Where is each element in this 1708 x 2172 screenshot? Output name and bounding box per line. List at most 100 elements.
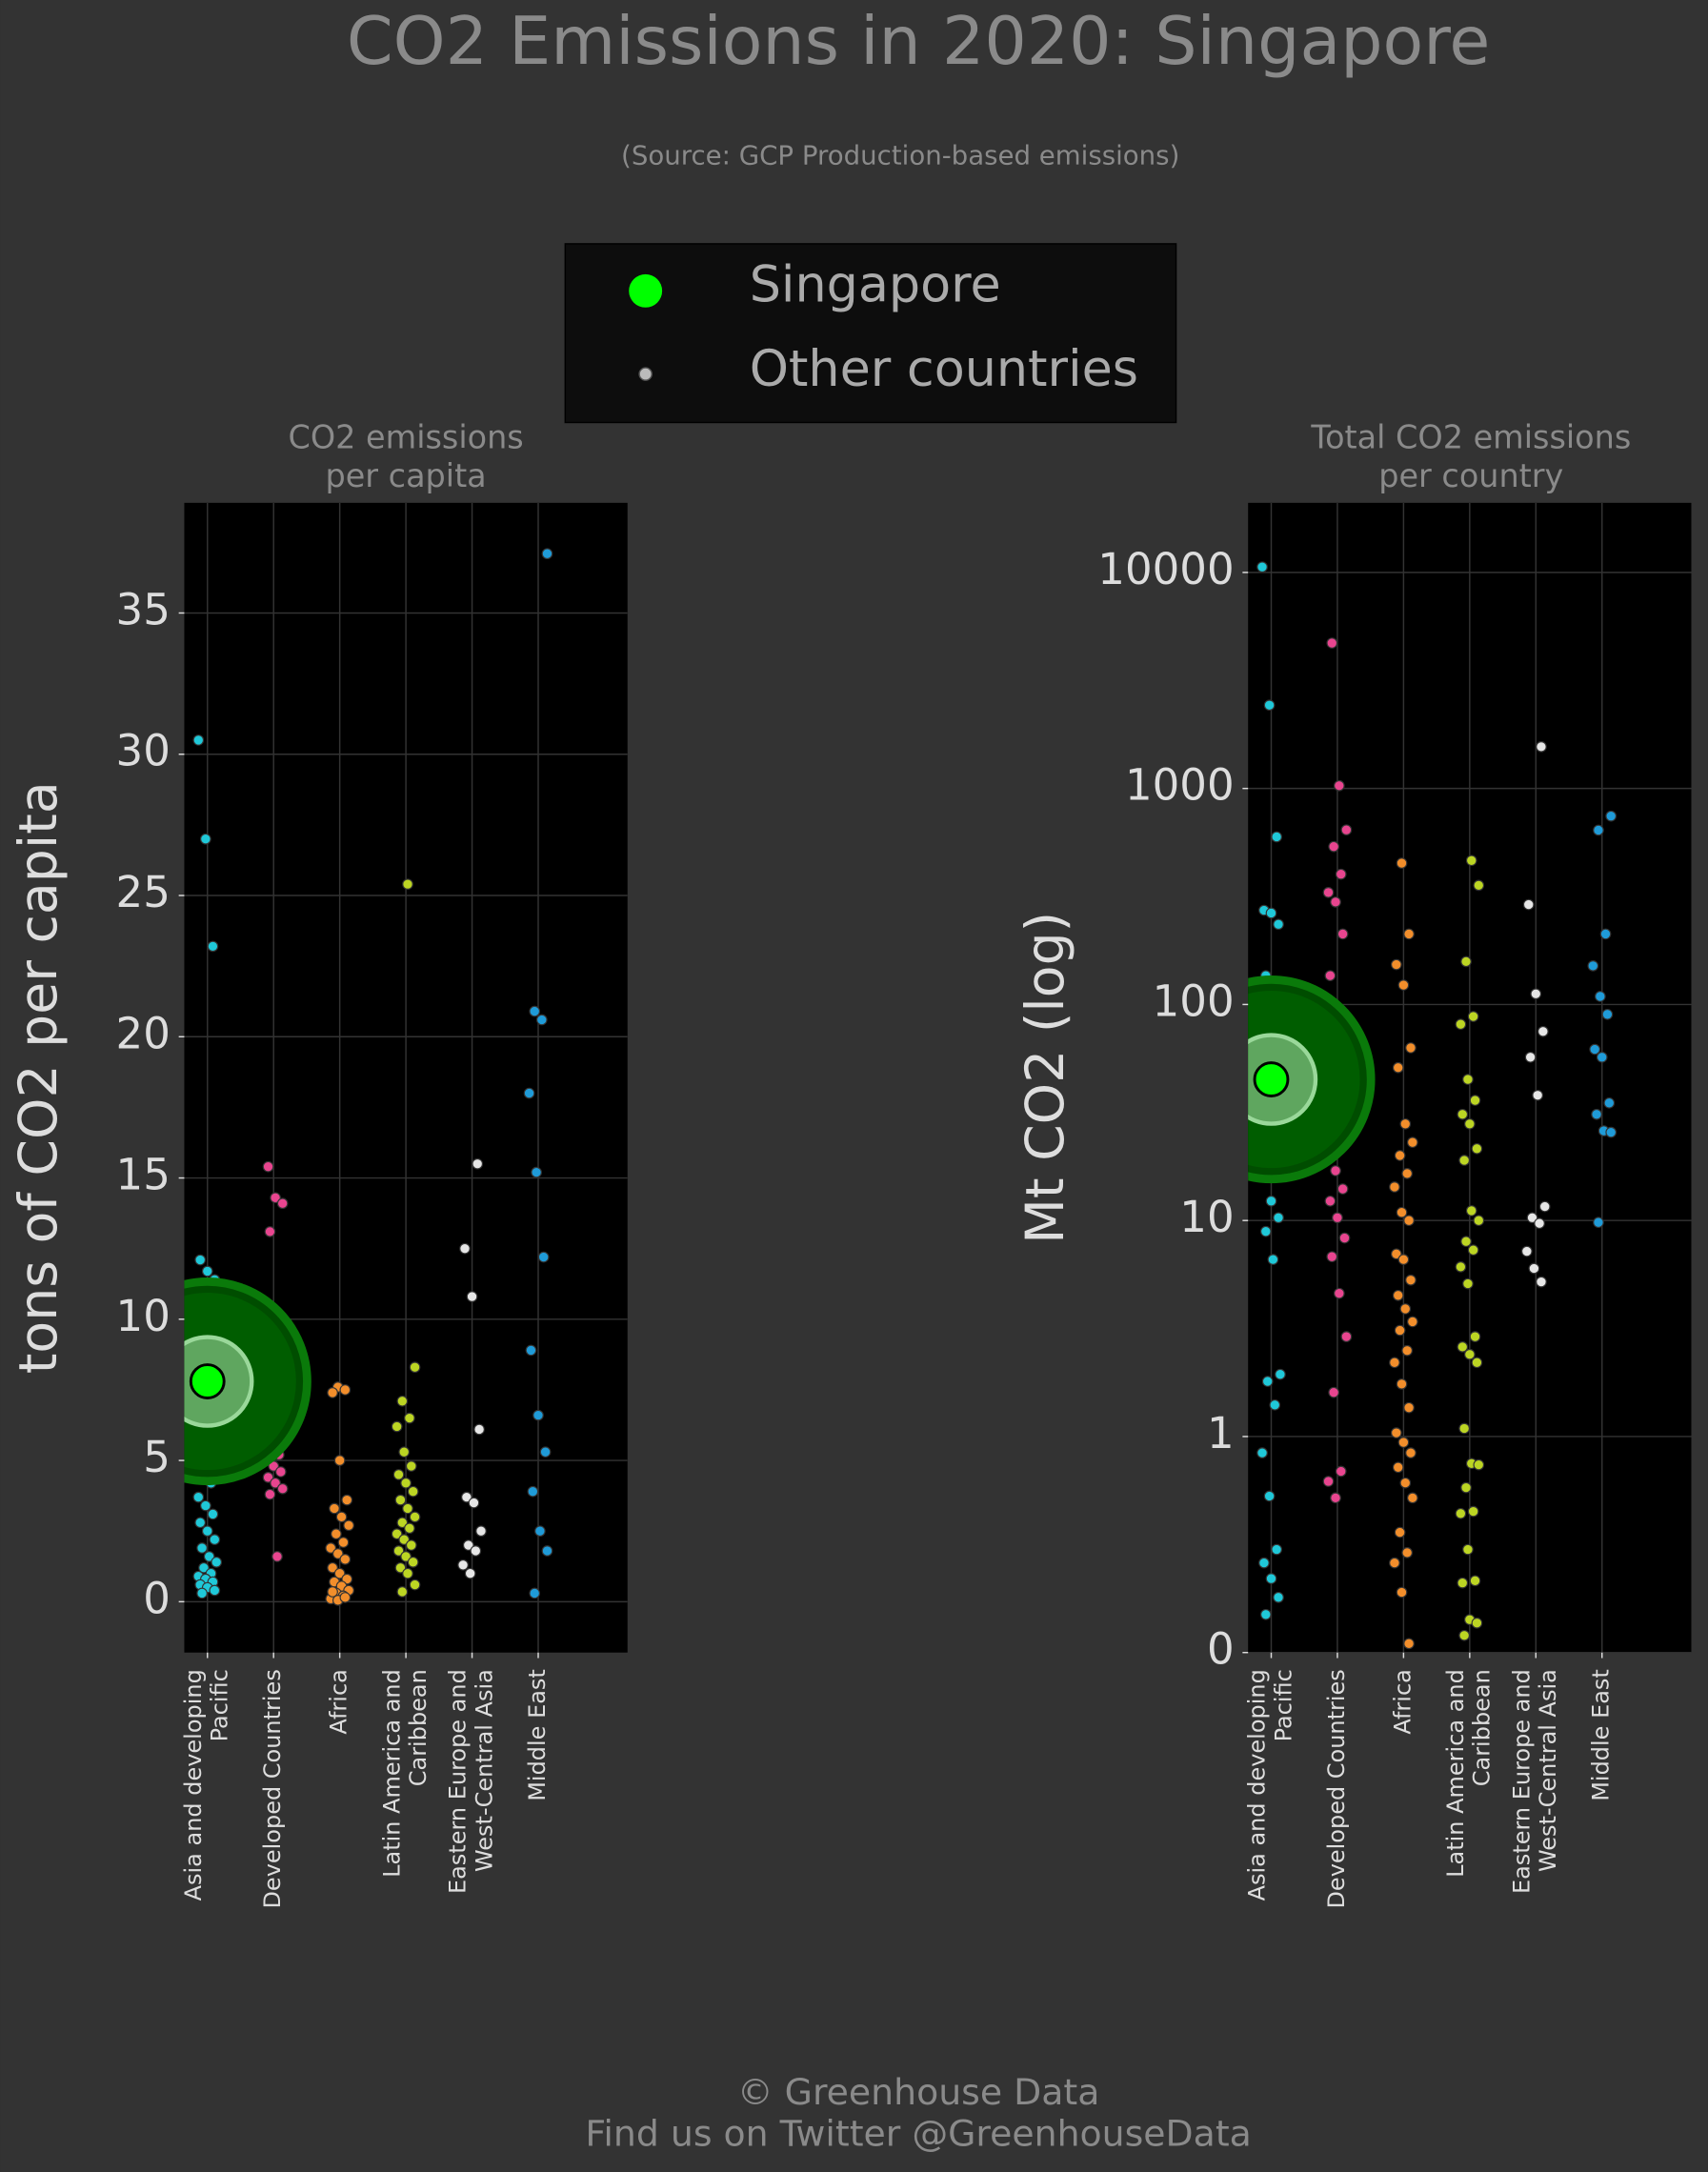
country-point [264, 1488, 276, 1500]
country-point [262, 1160, 274, 1173]
country-point [1389, 1357, 1400, 1369]
country-point [394, 1561, 407, 1574]
country-point [1538, 1200, 1551, 1213]
country-point [209, 1534, 221, 1545]
country-point [1396, 1586, 1408, 1599]
plot [184, 502, 628, 1653]
x-tick-label: Pacific [1270, 1669, 1296, 1741]
country-point [332, 1548, 344, 1559]
country-point [1256, 561, 1268, 573]
country-point [1399, 1303, 1412, 1315]
x-tick-label: Eastern Europe and [445, 1669, 472, 1894]
country-point [1534, 1217, 1545, 1230]
country-point [473, 1423, 485, 1436]
country-point [270, 1477, 281, 1489]
country-point [1338, 1232, 1351, 1244]
country-point [1401, 1344, 1413, 1357]
y-tick-label: 15 [116, 1150, 171, 1200]
country-point [1399, 1477, 1412, 1489]
y-tick-label: 1000 [1125, 760, 1235, 811]
x-tick-label: Latin America and [1442, 1669, 1469, 1878]
country-point [1401, 1547, 1413, 1559]
country-point [200, 1499, 211, 1512]
country-point [468, 1497, 480, 1509]
country-point [1603, 1097, 1616, 1109]
country-point [457, 1559, 469, 1571]
country-point [402, 1567, 413, 1579]
country-point [1326, 637, 1338, 649]
country-point [1332, 1212, 1343, 1224]
country-point [196, 1587, 208, 1599]
x-tick-label: Caribbean [405, 1669, 432, 1786]
country-point [1458, 1155, 1470, 1166]
country-point [331, 1528, 342, 1539]
country-point [1403, 1638, 1415, 1650]
country-point [1334, 1287, 1345, 1299]
x-tick-label: West-Central Asia [1535, 1669, 1561, 1872]
y-tick-label: 25 [116, 867, 171, 917]
country-point [211, 1557, 223, 1568]
country-point [1273, 1212, 1284, 1224]
country-point [1471, 1142, 1483, 1155]
footer: © Greenhouse Data [737, 2071, 1100, 2113]
country-point [1455, 1507, 1467, 1519]
country-point [541, 548, 553, 560]
country-point [1458, 1629, 1470, 1641]
country-point [1273, 918, 1284, 931]
country-point [1271, 831, 1282, 843]
legend-label: Other countries [750, 340, 1138, 398]
country-point [1392, 1061, 1404, 1074]
country-point [1324, 1195, 1336, 1207]
y-tick-label: 35 [116, 584, 171, 634]
title: CO2 Emissions in 2020: Singapore [347, 3, 1490, 80]
country-point [1275, 1368, 1286, 1380]
country-point [1256, 1447, 1268, 1458]
country-point [392, 1545, 405, 1557]
country-point [1261, 1376, 1274, 1387]
country-point [1394, 1324, 1406, 1337]
country-point [1396, 1206, 1408, 1218]
country-point [329, 1502, 340, 1515]
country-point [1593, 824, 1604, 836]
country-point [1469, 1095, 1481, 1106]
country-point [339, 1592, 352, 1603]
country-point [264, 1226, 276, 1237]
country-point [1407, 1136, 1418, 1148]
x-tick-label: Africa [326, 1669, 352, 1734]
country-point [532, 1409, 544, 1421]
country-point [1455, 1018, 1467, 1030]
country-point [276, 1197, 289, 1210]
country-point [1536, 1276, 1547, 1288]
country-point [1340, 1331, 1353, 1342]
country-point [1471, 1357, 1483, 1369]
country-point [1392, 1461, 1404, 1474]
country-point [1265, 1195, 1277, 1207]
country-point [276, 1482, 289, 1495]
country-point [539, 1446, 552, 1458]
country-point [1389, 1557, 1400, 1569]
country-point [1473, 879, 1485, 892]
legend-label: Singapore [750, 255, 1001, 313]
country-point [1324, 970, 1336, 981]
country-point [523, 1087, 535, 1099]
country-point [1465, 1205, 1477, 1217]
country-point [402, 878, 413, 890]
country-point [327, 1387, 338, 1398]
country-point [1473, 1215, 1485, 1227]
country-point [1405, 1447, 1417, 1458]
country-point [1328, 840, 1339, 853]
country-point [1322, 887, 1335, 898]
country-point [394, 1494, 407, 1506]
highlight-point [1253, 1061, 1290, 1097]
country-point [1335, 868, 1347, 880]
country-point [209, 1584, 221, 1597]
x-tick-label: Asia and developing [1244, 1669, 1271, 1900]
country-point [404, 1412, 415, 1424]
country-point [537, 1251, 550, 1263]
plot [1248, 502, 1692, 1653]
country-point [1273, 1592, 1284, 1603]
highlight-point [189, 1363, 226, 1399]
country-point [1467, 1244, 1479, 1257]
country-point [1260, 1225, 1272, 1237]
